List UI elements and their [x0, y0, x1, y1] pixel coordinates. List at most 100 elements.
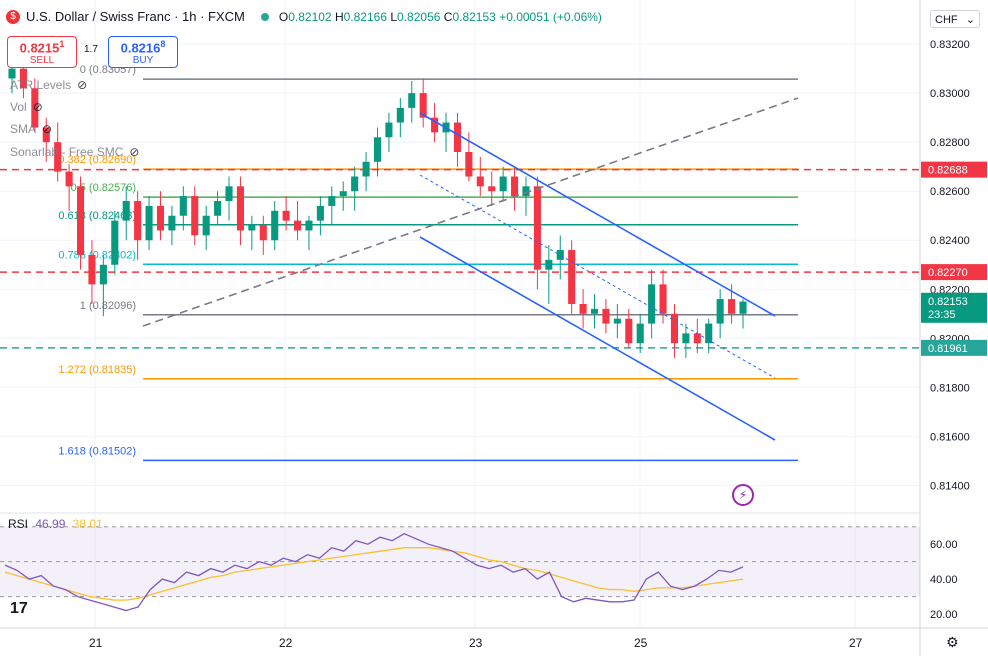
price-axis-marker [921, 292, 987, 323]
candle-body [590, 308, 599, 314]
candle-body [488, 186, 496, 192]
fib-level-label: 1.272 (0.81835) [58, 364, 136, 376]
candle-body [362, 161, 370, 177]
settings-gear-icon[interactable]: ⚙ [946, 634, 959, 650]
candle-body [351, 176, 359, 192]
price-axis-marker-label: 0.82688 [928, 165, 968, 177]
candle-body [522, 186, 530, 197]
candle-body [339, 191, 347, 197]
chevron-down-icon: ⌄ [965, 14, 975, 26]
price-axis-marker-label: 0.82153 [928, 296, 968, 308]
candle-body [705, 323, 713, 344]
buy-button[interactable]: 0.82168 BUY [108, 36, 178, 68]
price-tick-label: 0.82800 [930, 137, 970, 149]
price-axis-marker [921, 161, 987, 178]
candle-body [248, 225, 256, 231]
hidden-eye-icon[interactable]: ⊘ [129, 145, 140, 159]
trend-line [142, 97, 799, 327]
rsi-tick-label: 20.00 [930, 609, 958, 621]
candle-body [259, 225, 267, 241]
candle-body [134, 201, 142, 241]
channel-lower-line [419, 236, 776, 441]
candle-body [533, 186, 541, 270]
candle-body [648, 284, 656, 324]
indicator-sma[interactable]: SMA ⊘ [10, 122, 53, 136]
candle-body [145, 205, 153, 241]
candle-body [271, 210, 279, 241]
hidden-eye-icon[interactable]: ⊘ [32, 100, 43, 114]
price-axis-marker-label: 0.82270 [928, 267, 968, 279]
candle-body [214, 201, 222, 216]
price-axis-marker [921, 339, 987, 356]
candle-body [739, 301, 747, 314]
price-tick-label: 0.81800 [930, 382, 970, 394]
candle-body [76, 186, 85, 255]
market-open-icon [260, 12, 269, 21]
candle-body [65, 171, 73, 187]
candle-body [202, 215, 210, 236]
candle-body [568, 250, 576, 304]
lightning-icon[interactable]: ⚡ [732, 484, 754, 506]
price-axis-marker-label: 0.81961 [928, 343, 968, 355]
candle-body [225, 186, 233, 202]
time-tick-label: 23 [469, 636, 483, 650]
candle-body [19, 68, 27, 89]
candle-body [579, 303, 587, 314]
candle-body [545, 259, 553, 270]
candle-body [476, 176, 484, 187]
candle-body [602, 308, 610, 324]
rsi-ma-line [4, 547, 744, 601]
candle-body [659, 284, 667, 314]
fib-level-label: 0.786 (0.82302) [58, 249, 136, 261]
candle-body [31, 88, 39, 128]
candle-body [111, 220, 119, 265]
candle-body [156, 205, 165, 231]
spread-value: 1.7 [84, 44, 98, 55]
candle-body [42, 127, 50, 143]
price-tick-label: 0.82600 [930, 186, 970, 198]
candle-body [396, 107, 404, 123]
hidden-eye-icon[interactable]: ⊘ [42, 122, 53, 136]
candle-body [282, 210, 290, 221]
candle-body [385, 122, 393, 138]
hidden-eye-icon[interactable]: ⊘ [77, 78, 88, 92]
fib-level-label: 0.382 (0.82690) [58, 154, 136, 166]
channel-upper-line [419, 112, 776, 317]
fib-level-label: 1 (0.82096) [80, 300, 136, 312]
time-tick-label: 22 [279, 636, 293, 650]
indicator-atr-levels[interactable]: ATR Levels ⊘ [10, 78, 88, 92]
candle-body [54, 142, 62, 172]
candle-body [168, 215, 176, 231]
indicator-vol[interactable]: Vol ⊘ [10, 100, 43, 114]
candle-body [716, 299, 724, 324]
candle-body [373, 137, 382, 162]
price-tick-label: 0.83200 [930, 39, 970, 51]
currency-flag-icon: $ [6, 9, 20, 24]
candle-body [556, 250, 564, 260]
rsi-line [4, 532, 744, 612]
candle-body [8, 68, 16, 79]
price-tick-label: 0.81600 [930, 431, 970, 443]
candle-body [408, 93, 416, 108]
candle-body [419, 93, 427, 118]
candle-body [453, 122, 461, 152]
candle-body [728, 299, 736, 314]
fib-level-label: 0.5 (0.82576) [71, 182, 136, 194]
chart-header: $ U.S. Dollar / Swiss Franc · 1h · FXCM … [6, 9, 602, 24]
time-tick-label: 27 [849, 636, 863, 650]
tradingview-logo: 17 [10, 600, 28, 617]
sell-button[interactable]: 0.82151 SELL [7, 36, 77, 68]
indicator-sonarlab-smc[interactable]: Sonarlab - Free SMC ⊘ [10, 145, 140, 159]
candle-body [99, 264, 107, 285]
ohlc-values: O0.82102 H0.82166 L0.82056 C0.82153 +0.0… [278, 9, 602, 24]
candle-body [693, 333, 701, 344]
currency-select[interactable]: CHF ⌄ [930, 10, 980, 28]
candle-body [431, 117, 439, 133]
candle-body [191, 196, 199, 236]
symbol-title[interactable]: U.S. Dollar / Swiss Franc · 1h · FXCM [26, 9, 245, 24]
candle-body [682, 333, 690, 344]
rsi-tick-label: 60.00 [930, 539, 958, 551]
candle-body [465, 151, 473, 177]
rsi-tick-label: 40.00 [930, 574, 958, 586]
